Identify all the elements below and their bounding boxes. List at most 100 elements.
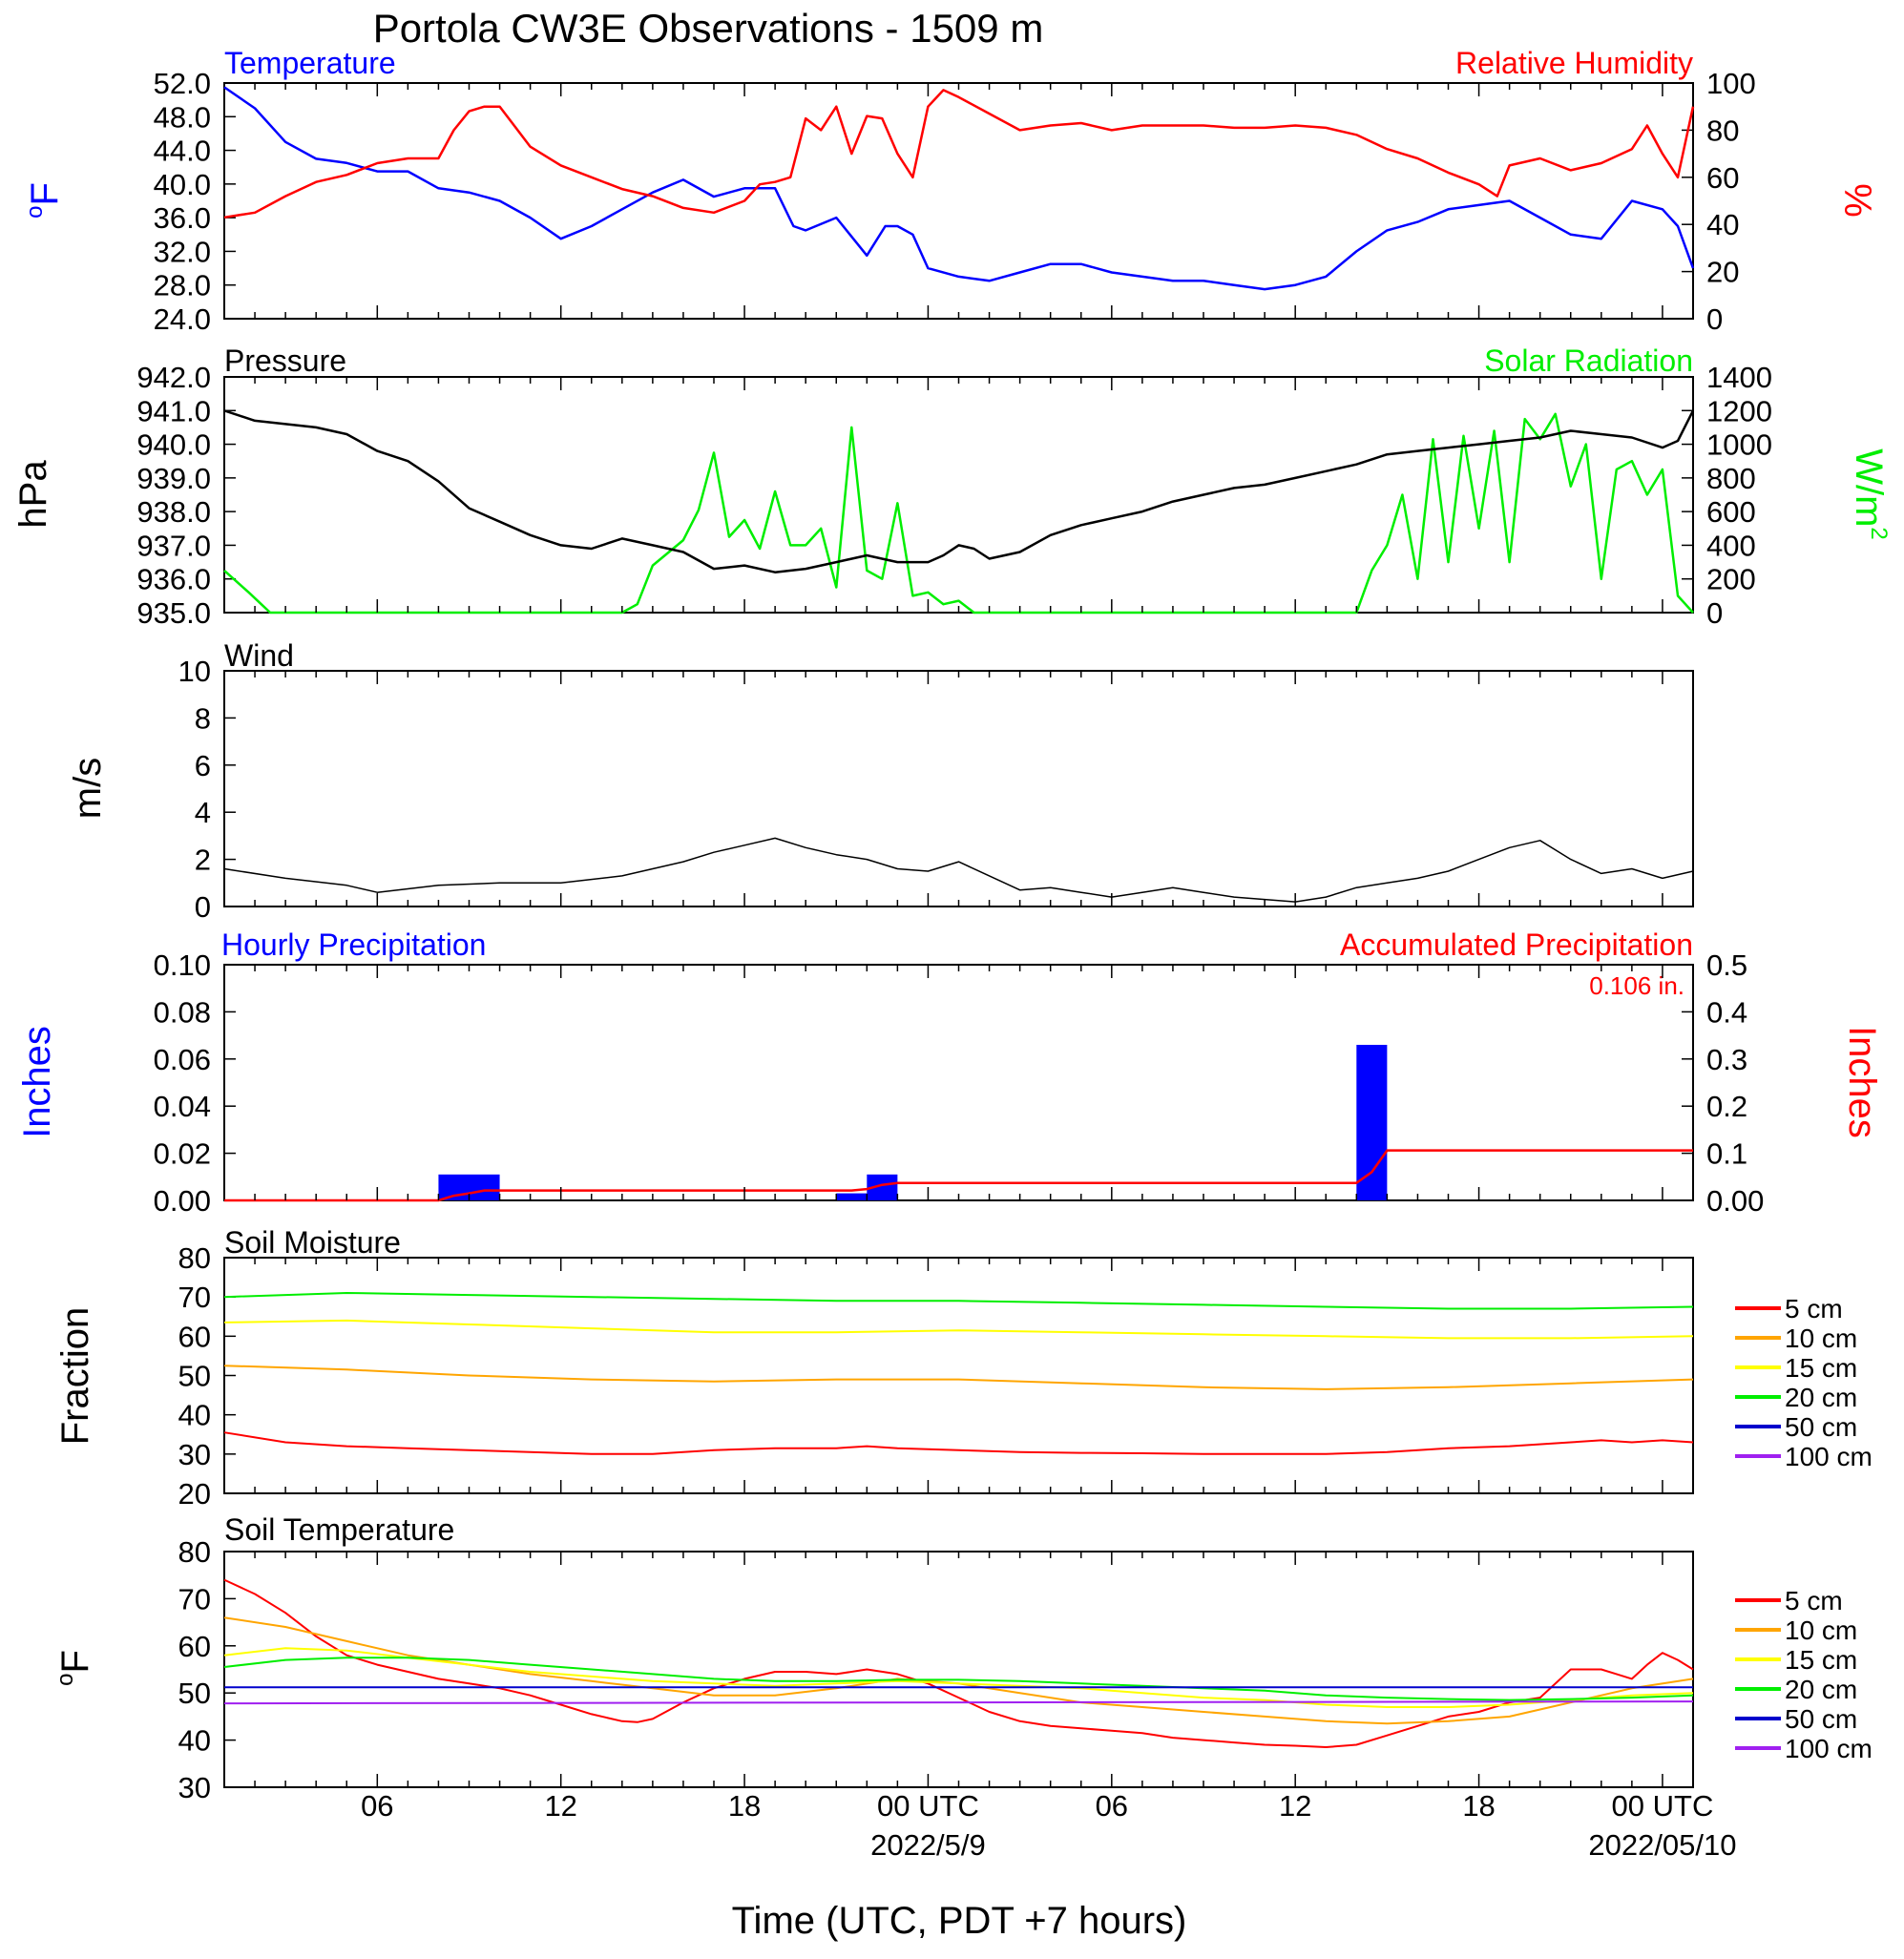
x-ticks-precip	[254, 965, 1663, 1200]
temperature-line	[223, 86, 1695, 291]
y-tick-label: 30	[178, 1438, 211, 1471]
y-tick-label: 40	[1706, 208, 1739, 241]
y-tick-label: 0.00	[154, 1184, 211, 1218]
y-tick-label: 4	[195, 796, 211, 829]
y-tick-label: 939.0	[136, 462, 211, 495]
soil-temp-line	[223, 1647, 1694, 1708]
y-tick-label: 44.0	[154, 135, 211, 168]
y-tick-label: 80	[178, 1535, 211, 1569]
y-tick-label: 941.0	[136, 394, 211, 427]
y-tick-label: 36.0	[154, 201, 211, 235]
panel-temperature-rh: Temperature Relative Humidity 52.048.044…	[22, 46, 1878, 336]
soil-moisture-series	[223, 1292, 1694, 1455]
y-tick-label: 48.0	[154, 100, 211, 134]
accum-precip-line	[224, 1149, 1693, 1202]
y-tick-label: 1000	[1706, 428, 1772, 462]
y-tick-label: 936.0	[136, 563, 211, 596]
accum-precip-axis-ticks: 0.5 0.4 0.3 0.2 0.1 0.00	[1682, 948, 1764, 1218]
legend-label: 10 cm	[1785, 1615, 1857, 1645]
legend-label: 5 cm	[1785, 1586, 1843, 1615]
x-ticks-temp	[254, 83, 1663, 319]
y-tick-label: 0.3	[1706, 1043, 1747, 1076]
soil-temp-title: Soil Temperature	[224, 1512, 454, 1547]
y-tick-label: 52.0	[154, 67, 211, 100]
y-tick-label: 40	[178, 1399, 211, 1432]
pressure-unit: hPa	[12, 460, 54, 529]
y-tick-label: 0.4	[1706, 995, 1747, 1029]
y-tick-label: 0.08	[154, 995, 211, 1029]
y-tick-label: 50	[178, 1360, 211, 1393]
rh-unit: %	[1836, 183, 1878, 218]
y-tick-label: 60	[178, 1630, 211, 1663]
y-tick-label: 30	[178, 1771, 211, 1804]
soil-temp-unit: oF	[52, 1650, 96, 1686]
precip-total-label: 0.106 in.	[1589, 971, 1684, 1000]
legend-label: 15 cm	[1785, 1353, 1857, 1383]
soil-temp-series	[223, 1578, 1694, 1748]
y-tick-label: 0	[1706, 302, 1723, 336]
y-tick-label: 800	[1706, 462, 1756, 495]
panel-soil-moisture-frame	[223, 1257, 1694, 1494]
legend-label: 50 cm	[1785, 1412, 1857, 1442]
panel-soil-temperature: Soil Temperature 80 70 60 50 40 30 oF 5 cm10 …	[52, 1512, 1873, 1804]
x-tick-label: 18	[1462, 1789, 1495, 1823]
y-tick-label: 200	[1706, 563, 1756, 596]
soil-temp-line	[223, 1700, 1694, 1705]
soil-temp-line	[223, 1616, 1694, 1725]
y-tick-label: 28.0	[154, 269, 211, 302]
pressure-line	[223, 409, 1695, 573]
soil-moisture-line	[223, 1292, 1694, 1310]
hourly-precip-bar	[836, 1193, 868, 1200]
accum-precip-title: Accumulated Precipitation	[1340, 927, 1693, 962]
y-tick-label: 32.0	[154, 235, 211, 268]
y-tick-label: 10	[178, 655, 211, 688]
y-tick-label: 8	[195, 701, 211, 735]
y-tick-label: 600	[1706, 495, 1756, 529]
temperature-rh-series	[223, 86, 1695, 291]
y-tick-label: 0.00	[1706, 1184, 1764, 1218]
y-tick-label: 24.0	[154, 302, 211, 336]
soil-moisture-line	[223, 1431, 1694, 1455]
y-tick-label: 0.02	[154, 1137, 211, 1171]
y-tick-label: 60	[178, 1320, 211, 1353]
x-tick-label: 12	[544, 1789, 576, 1823]
legend-label: 20 cm	[1785, 1383, 1857, 1412]
y-tick-label: 0.5	[1706, 948, 1747, 982]
y-tick-label: 80	[178, 1241, 211, 1275]
solar-title: Solar Radiation	[1484, 344, 1693, 378]
temperature-axis-ticks: 52.048.044.040.036.032.028.024.0	[154, 67, 236, 336]
panel-wind-frame	[223, 670, 1694, 907]
x-ticks-soil_moist	[254, 1258, 1663, 1493]
hourly-precip-bar	[469, 1174, 500, 1200]
panel-precip-frame	[223, 964, 1694, 1201]
y-tick-label: 20	[178, 1477, 211, 1511]
legend-label: 100 cm	[1785, 1442, 1873, 1471]
y-tick-label: 40	[178, 1724, 211, 1758]
y-tick-label: 1400	[1706, 361, 1772, 394]
x-tick-label: 06	[1096, 1789, 1128, 1823]
soil-temp-line	[223, 1578, 1694, 1748]
rh-axis-ticks: 100 80 60 40 20 0	[1682, 67, 1756, 336]
y-tick-label: 0	[195, 890, 211, 924]
y-tick-label: 100	[1706, 67, 1756, 100]
x-tick-label: 00 UTC	[877, 1789, 979, 1823]
y-tick-label: 70	[178, 1582, 211, 1615]
x-tick-label: 18	[728, 1789, 761, 1823]
y-tick-label: 6	[195, 749, 211, 782]
temperature-unit: oF	[22, 182, 66, 219]
wind-unit: m/s	[67, 758, 109, 819]
soil-moisture-title: Soil Moisture	[224, 1225, 401, 1260]
precipitation-series	[224, 1044, 1693, 1202]
x-date-label: 2022/05/10	[1588, 1828, 1736, 1862]
accum-precip-unit: Inches	[1841, 1026, 1883, 1138]
soil-moisture-axis-ticks: 80 70 60 50 40 30 20	[178, 1241, 236, 1511]
y-tick-label: 0.1	[1706, 1137, 1747, 1171]
x-tick-label: 12	[1279, 1789, 1311, 1823]
panel-soil-temp-frame	[223, 1551, 1694, 1788]
y-tick-label: 1200	[1706, 394, 1772, 427]
legend-label: 20 cm	[1785, 1675, 1857, 1704]
legend-label: 10 cm	[1785, 1323, 1857, 1353]
y-tick-label: 942.0	[136, 361, 211, 394]
wind-series	[223, 837, 1694, 903]
